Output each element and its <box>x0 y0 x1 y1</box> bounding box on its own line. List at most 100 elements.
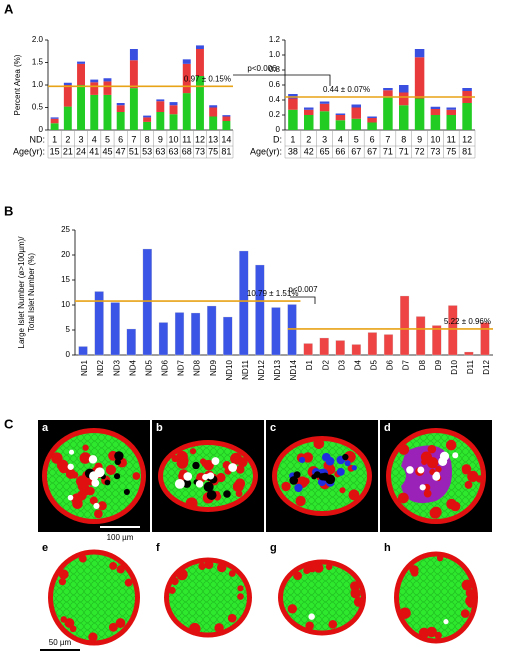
other-cell <box>223 490 231 498</box>
other-cell <box>336 467 345 476</box>
x-tick-label: ND1 <box>80 359 89 376</box>
alpha-cell <box>170 577 179 586</box>
scale-label: 50 µm <box>49 638 72 647</box>
y-tick-label: 0.4 <box>269 95 281 104</box>
age-label: 73 <box>195 146 205 156</box>
bar-segment <box>103 78 112 82</box>
x-tick-label: ND5 <box>144 359 153 376</box>
bar-segment <box>335 113 346 115</box>
alpha-cell <box>445 439 457 451</box>
other-cell <box>67 463 74 470</box>
other-cell <box>321 472 330 481</box>
bar <box>94 291 104 356</box>
age-label: 47 <box>116 146 126 156</box>
x-tick-label: D6 <box>386 359 395 370</box>
bar <box>303 343 313 356</box>
alpha-cell <box>58 578 67 586</box>
bar <box>319 337 329 356</box>
other-cell <box>211 457 220 465</box>
other-cell <box>406 466 414 474</box>
x-tick-label: 14 <box>221 134 231 144</box>
bar-segment <box>209 107 218 117</box>
x-tick-label: ND8 <box>193 359 202 376</box>
alpha-cell <box>399 607 411 619</box>
alpha-cell <box>176 568 188 581</box>
islet-core <box>283 564 361 631</box>
image-label: c <box>270 422 276 434</box>
other-cell <box>67 494 74 501</box>
bar-segment <box>335 120 346 130</box>
other-cell <box>88 455 98 464</box>
other-cell <box>202 474 209 481</box>
bar-segment <box>414 98 425 130</box>
bar-segment <box>222 116 231 121</box>
x-tick-label: 8 <box>401 134 406 144</box>
alpha-cell <box>237 585 244 592</box>
age-label: 42 <box>304 146 314 156</box>
x-tick-label: 3 <box>79 134 84 144</box>
bar-segment <box>367 116 377 118</box>
image-label: a <box>42 422 49 434</box>
alpha-cell <box>348 489 360 501</box>
x-tick-label: D5 <box>370 359 379 370</box>
bar-segment <box>446 107 456 110</box>
x-tick-label: D4 <box>353 359 362 370</box>
x-tick-label: ND6 <box>161 359 170 376</box>
bar-segment <box>304 107 314 110</box>
bar <box>110 302 120 356</box>
x-tick-label: 2 <box>306 134 311 144</box>
mean-label: 10.79 ± 1.51% <box>247 289 299 298</box>
other-cell <box>344 460 351 467</box>
other-cell <box>104 479 111 486</box>
other-cell <box>228 463 238 472</box>
bar-segment <box>103 81 112 95</box>
bar-segment <box>169 114 178 130</box>
bar <box>432 325 442 356</box>
p-bracket <box>233 74 331 86</box>
x-tick-label: D9 <box>434 359 443 370</box>
alpha-cell <box>97 501 107 511</box>
x-tick-label: 9 <box>158 134 163 144</box>
bar <box>335 340 345 356</box>
bar-segment <box>77 85 85 130</box>
y-tick-label: 1.0 <box>269 50 281 59</box>
alpha-cell <box>295 495 306 507</box>
alpha-cell <box>418 627 430 639</box>
x-tick-label: ND7 <box>177 359 186 376</box>
bar-segment <box>383 88 393 91</box>
bar <box>448 305 458 356</box>
alpha-cell <box>60 616 68 623</box>
age-label: 72 <box>415 146 425 156</box>
islet-core <box>53 554 135 641</box>
bar-segment <box>129 88 138 130</box>
age-label: 24 <box>76 146 86 156</box>
bar-segment <box>446 115 456 130</box>
bar-segment <box>304 109 314 115</box>
bar <box>78 346 88 356</box>
bar-segment <box>367 118 377 123</box>
bar-segment <box>399 85 409 93</box>
alpha-cell <box>462 466 470 475</box>
bar-segment <box>351 107 361 119</box>
bar-segment <box>103 94 112 130</box>
bar-segment <box>383 90 393 97</box>
x-tick-label: 4 <box>338 134 343 144</box>
bar-segment <box>116 105 125 112</box>
alpha-cell <box>343 450 356 463</box>
bar-segment <box>63 106 72 130</box>
bar-segment <box>182 59 191 64</box>
image-label: h <box>384 542 391 554</box>
x-tick-label: D7 <box>402 359 411 370</box>
age-label: 67 <box>351 146 361 156</box>
bar <box>174 312 185 356</box>
bar-segment <box>319 103 330 112</box>
alpha-cell <box>464 480 473 489</box>
age-label: 38 <box>288 146 298 156</box>
image-label: g <box>270 542 277 554</box>
x-tick-label: 6 <box>370 134 375 144</box>
alpha-cell <box>185 497 198 510</box>
other-cell <box>123 488 130 495</box>
bar-segment <box>50 123 59 130</box>
row-label: Age(yr): <box>250 146 282 156</box>
y-tick-label: 1.5 <box>32 58 44 67</box>
